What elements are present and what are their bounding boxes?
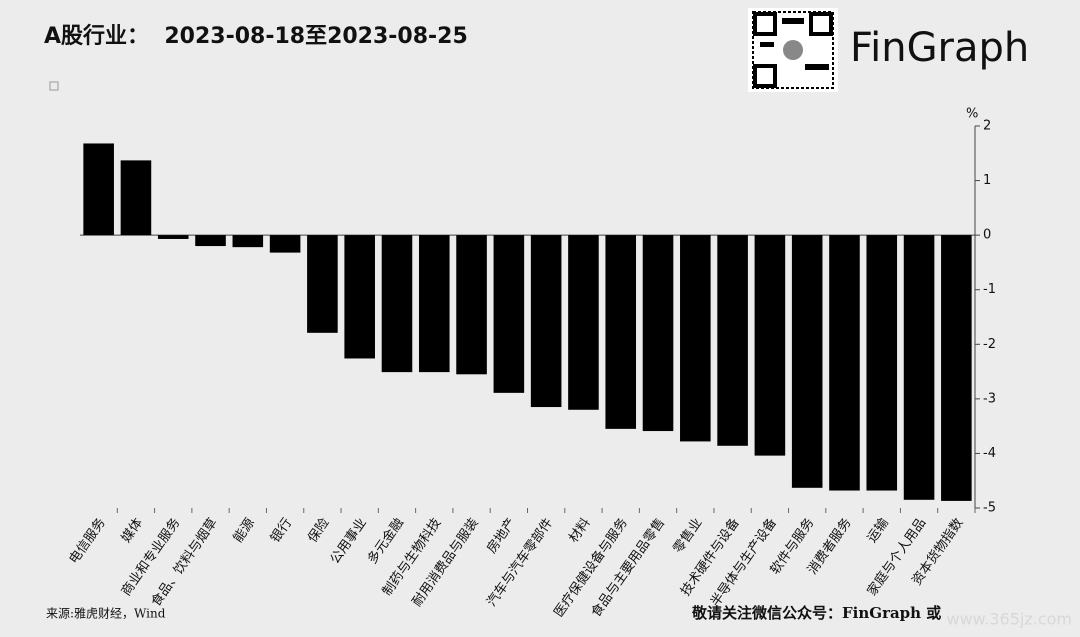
y-tick-label: 1: [983, 173, 991, 188]
bar: [717, 235, 748, 446]
icon: [49, 81, 59, 91]
bar: [530, 235, 562, 408]
y-tick-label: -3: [983, 391, 996, 406]
y-unit: %: [966, 107, 978, 122]
bar: [307, 235, 338, 333]
bar: [680, 235, 711, 442]
y-tick-label: -2: [983, 337, 996, 352]
bar: [456, 235, 487, 375]
source: 来源:雅虎财经，Wind: [46, 606, 166, 621]
bar: [418, 235, 450, 373]
brand-logo: FinGraph: [850, 25, 1029, 71]
bar: [568, 235, 599, 410]
y-tick-label: -1: [983, 282, 996, 297]
qr-code: [748, 8, 838, 92]
bar: [157, 235, 189, 239]
y-tick-label: 0: [983, 228, 991, 243]
y-tick-label: 2: [983, 119, 991, 134]
y-tick-label: -4: [983, 446, 996, 461]
bar: [829, 235, 860, 491]
footer-note: 敬请关注微信公众号：FinGraph 或: [691, 604, 941, 622]
bar: [493, 235, 525, 393]
bar: [754, 235, 786, 456]
bar: [866, 235, 898, 491]
bar: [269, 235, 301, 253]
bar: [941, 235, 972, 501]
bar: [232, 235, 264, 248]
chart-title: A股行业： 2023-08-18至2023-08-25: [44, 23, 468, 49]
bar: [642, 235, 674, 432]
bar: [344, 235, 375, 359]
y-tick-label: -5: [983, 501, 996, 516]
bar: [791, 235, 823, 488]
bar: [903, 235, 935, 500]
watermark: www.365jz.com: [946, 610, 1072, 629]
bar: [120, 160, 152, 236]
bar: [195, 235, 226, 247]
bar: [381, 235, 413, 373]
bar: [83, 143, 114, 236]
bar: [605, 235, 637, 429]
